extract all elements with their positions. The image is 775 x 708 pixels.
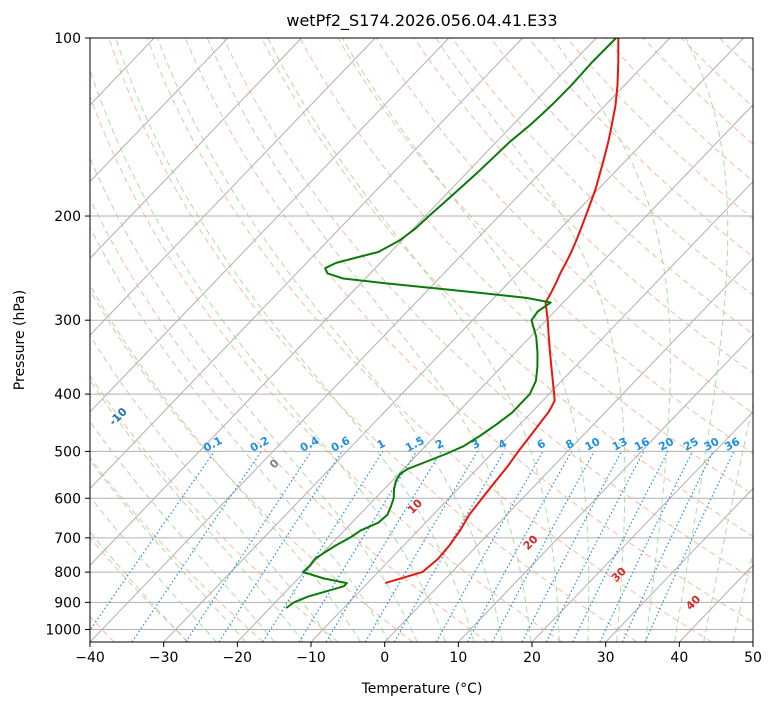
moist-adiabat-line	[674, 38, 729, 642]
x-tick-label: 50	[744, 650, 762, 666]
x-tick-label: −10	[296, 650, 326, 666]
chart-title: wetPf2_S174.2026.056.04.41.E33	[286, 11, 557, 31]
isotherm-line	[384, 257, 753, 642]
mixing-ratio-line	[491, 451, 595, 642]
y-tick-label: 100	[54, 31, 81, 47]
x-tick-label: 20	[523, 650, 541, 666]
mixing-ratio-label: 36	[722, 435, 742, 454]
dry-adiabat-line	[337, 38, 753, 455]
isotherm-line	[90, 38, 597, 566]
dry-adiabat-line	[90, 95, 563, 642]
moist-adiabat-line	[90, 68, 446, 642]
mixing-ratio-line	[545, 451, 645, 642]
x-tick-label: −30	[149, 650, 179, 666]
y-tick-label: 200	[54, 209, 81, 225]
moist-adiabat-line	[90, 379, 304, 642]
dry-adiabat-line	[604, 38, 753, 182]
moist-adiabat-line	[157, 38, 503, 642]
y-tick-label: 400	[54, 387, 81, 403]
moist-adiabat-line	[552, 38, 671, 642]
moist-adiabat-line	[703, 400, 753, 642]
isotherm-line	[90, 38, 229, 183]
dry-adiabat-line	[223, 38, 753, 580]
mixing-ratio-label: 10	[583, 435, 603, 454]
dry-adiabat-line	[90, 289, 414, 642]
x-tick-label: 40	[670, 650, 688, 666]
dry-adiabat-line	[528, 38, 753, 258]
moist-adiabat-line	[90, 334, 333, 642]
x-axis-label: Temperature (°C)	[361, 681, 483, 697]
y-tick-label: 600	[54, 491, 81, 507]
y-tick-label: 700	[54, 531, 81, 547]
y-tick-label: 500	[54, 444, 81, 460]
isotherm-line	[90, 38, 523, 490]
mixing-ratio-line	[185, 451, 312, 642]
y-tick-label: 800	[54, 565, 81, 581]
dry-adiabat-line	[566, 38, 753, 220]
moist-adiabat-line	[90, 495, 217, 642]
temperature-profile-line	[384, 38, 620, 585]
isotherm-line	[90, 38, 302, 260]
mixing-ratio-line	[218, 451, 343, 642]
x-tick-label: 10	[449, 650, 467, 666]
profiles	[285, 38, 620, 609]
x-tick-label: −20	[223, 650, 253, 666]
moist-adiabat-line	[90, 226, 390, 642]
dry-adiabat-line	[299, 38, 753, 496]
mixing-ratio-label: 20	[656, 435, 676, 454]
moist-adiabat-line	[90, 284, 361, 642]
isotherm-line	[90, 38, 450, 413]
y-tick-label: 900	[54, 595, 81, 611]
mixing-ratio-line	[90, 451, 215, 632]
isotherm-line	[163, 38, 744, 642]
moist-adiabat-line	[341, 38, 590, 642]
dry-adiabat-line	[108, 38, 638, 642]
mixing-ratio-line	[435, 451, 544, 642]
moist-adiabat-line	[267, 38, 560, 642]
dewpoint-profile-line	[285, 38, 617, 609]
x-tick-label: 0	[380, 650, 389, 666]
isotherm-line	[531, 411, 753, 642]
dry-adiabat-line	[413, 38, 753, 374]
moist-adiabat-line	[90, 531, 188, 642]
dry-adiabat-line	[90, 197, 488, 642]
mixing-ratio-label: 30	[702, 435, 722, 454]
plot-frame	[89, 37, 754, 643]
dry-adiabat-line	[261, 38, 753, 537]
isotherm-line	[236, 104, 753, 642]
y-axis: 100 200 300 400 500 600 700 800 900 1000	[45, 31, 90, 638]
background-lines	[90, 38, 753, 642]
dry-adiabat-line	[90, 374, 339, 642]
dry-adiabat-line	[90, 456, 264, 642]
dry-adiabat-line	[184, 38, 753, 623]
mixing-ratio-line	[572, 451, 669, 642]
isotherm-line	[90, 38, 376, 336]
mixing-ratio-line	[298, 451, 418, 642]
moist-adiabat-line	[732, 550, 753, 642]
moist-adiabat-line	[115, 38, 475, 642]
x-axis: −40 −30 −20 −10 0 10 20 30 40 50	[75, 642, 762, 666]
mixing-ratio-label: 13	[610, 435, 630, 454]
x-tick-label: −40	[75, 650, 105, 666]
moist-adiabat-line	[206, 38, 532, 642]
moist-adiabat-line	[90, 420, 275, 642]
mixing-ratio-label: 16	[632, 435, 652, 454]
dry-adiabat-line	[146, 38, 712, 642]
y-tick-label: 1000	[45, 622, 81, 638]
moist-adiabat-line	[90, 459, 246, 642]
dry-adiabat-line	[375, 38, 753, 414]
isotherm-line	[605, 487, 753, 642]
mixing-ratio-line	[466, 451, 573, 642]
y-axis-label: Pressure (hPa)	[12, 290, 28, 390]
x-tick-label: 30	[597, 650, 615, 666]
isotherm-line	[457, 334, 753, 642]
mixing-ratio-line	[131, 451, 262, 642]
mixing-ratio-label: 25	[681, 435, 701, 454]
dry-adiabat-line	[451, 38, 753, 335]
y-tick-label: 300	[54, 313, 81, 329]
